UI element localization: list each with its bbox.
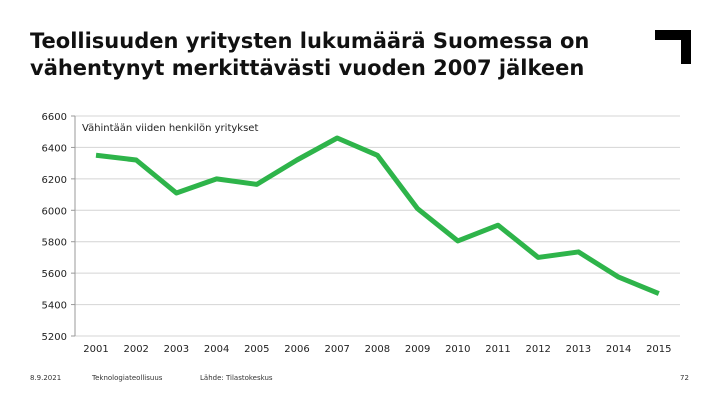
x-tick-label: 2002 <box>123 344 148 355</box>
x-tick-label: 2013 <box>566 344 591 355</box>
y-tick-label: 6600 <box>42 112 67 123</box>
x-tick-label: 2014 <box>606 344 631 355</box>
corner-bracket-logo-icon <box>655 30 691 64</box>
x-tick-label: 2005 <box>244 344 269 355</box>
series-line <box>95 135 660 296</box>
y-tick-label: 6000 <box>42 206 67 217</box>
x-tick-label: 2004 <box>204 344 229 355</box>
y-tick-label: 5400 <box>42 301 67 312</box>
y-axis-ticks: 5200 5400 5600 5800 6000 6200 6400 6600 <box>42 112 67 343</box>
x-tick-label: 2012 <box>525 344 550 355</box>
x-tick-label: 2007 <box>324 344 349 355</box>
y-tick-label: 6200 <box>42 175 67 186</box>
footer-source: Lähde: Tilastokeskus <box>200 374 273 382</box>
x-tick-label: 2010 <box>445 344 470 355</box>
y-tick-label: 5600 <box>42 269 67 280</box>
footer-date: 8.9.2021 <box>30 374 62 382</box>
series-label: Vähintään viiden henkilön yritykset <box>82 123 258 134</box>
x-tick-label: 2009 <box>405 344 430 355</box>
x-tick-label: 2006 <box>284 344 309 355</box>
y-tick-label: 6400 <box>42 143 67 154</box>
x-tick-label: 2015 <box>646 344 671 355</box>
y-tick-label: 5800 <box>42 238 67 249</box>
y-tick-label: 5200 <box>42 332 67 343</box>
x-axis-ticks: 2001 2002 2003 2004 2005 2006 2007 2008 2009 2010… <box>83 344 671 355</box>
x-tick-label: 2001 <box>83 344 108 355</box>
gridlines <box>71 115 680 337</box>
footer-organization: Teknologiateollisuus <box>92 374 163 382</box>
x-tick-label: 2003 <box>164 344 189 355</box>
x-tick-label: 2011 <box>485 344 510 355</box>
slide-title: Teollisuuden yritysten lukumäärä Suomess… <box>30 29 590 80</box>
footer-page-number: 72 <box>680 374 689 382</box>
x-tick-label: 2008 <box>365 344 390 355</box>
